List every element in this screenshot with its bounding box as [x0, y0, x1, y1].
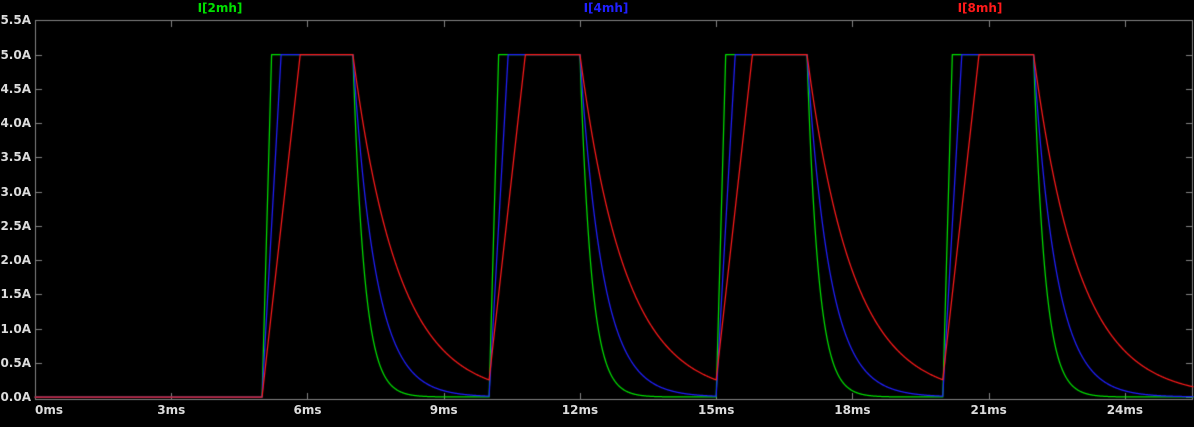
y-tick-label: 5.0A: [0, 47, 31, 62]
x-tick-label: 6ms: [293, 403, 322, 417]
x-tick-label: 3ms: [157, 403, 186, 417]
y-tick-label: 4.5A: [0, 81, 31, 96]
x-tick-label: 0ms: [35, 403, 63, 417]
y-tick-label: 0.0A: [0, 390, 31, 404]
x-tick-label: 21ms: [970, 403, 1007, 417]
y-tick-label: 0.5A: [0, 355, 31, 370]
x-tick-label: 24ms: [1106, 403, 1144, 417]
x-tick-label: 15ms: [697, 403, 735, 417]
y-tick-label: 3.0A: [0, 184, 31, 199]
y-tick-label: 1.0A: [0, 321, 31, 336]
x-tick-label: 9ms: [429, 403, 458, 417]
y-tick-label: 5.5A: [0, 13, 31, 28]
y-tick-label: 2.0A: [0, 253, 31, 267]
x-tick-label: 18ms: [834, 403, 871, 417]
y-tick-label: 1.5A: [0, 287, 31, 302]
x-tick-label: 12ms: [561, 403, 599, 417]
y-tick-label: 2.5A: [0, 218, 31, 233]
y-tick-label: 3.5A: [0, 150, 31, 165]
y-tick-label: 4.0A: [0, 116, 31, 130]
